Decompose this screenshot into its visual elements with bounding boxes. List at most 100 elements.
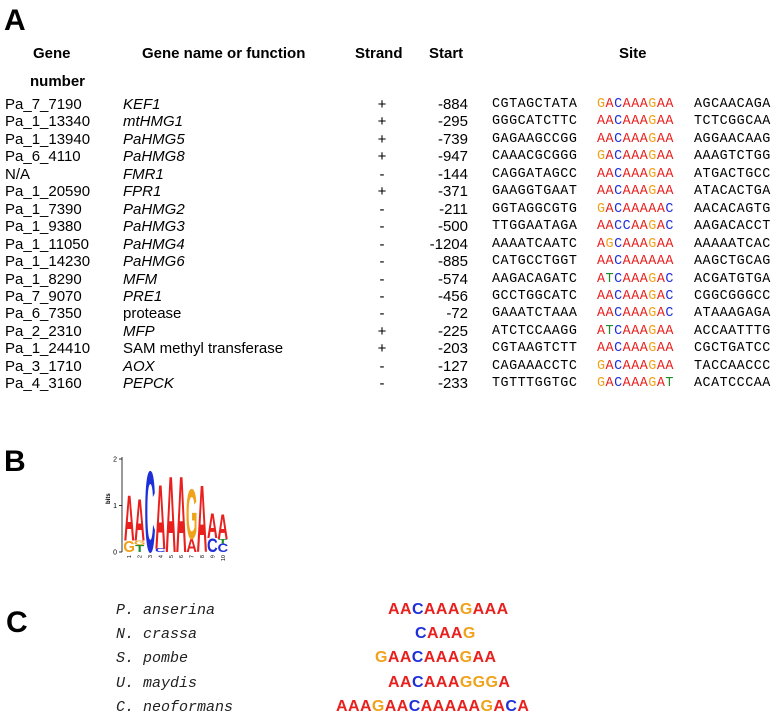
logo-letter-A: A <box>197 467 208 568</box>
logo-letter-A: A <box>124 482 135 554</box>
site-flank-right: CGCTGATCC <box>694 341 771 357</box>
site-base: A <box>639 184 649 200</box>
motif-base: A <box>468 697 481 715</box>
site-base: A <box>656 341 666 357</box>
start-position: -456 <box>437 287 468 305</box>
site-base: A <box>622 306 632 322</box>
site-base: G <box>597 201 606 217</box>
gene-number: Pa_3_1710 <box>5 357 82 375</box>
site-flank-right: AAAAATCAC <box>694 236 771 252</box>
site-base: A <box>605 184 615 200</box>
site-flank-right: AACACAGTG <box>694 201 771 217</box>
motif-base: A <box>435 601 448 618</box>
logo-position-label: 4 <box>158 555 164 558</box>
site-base: A <box>665 358 674 374</box>
site-base: A <box>597 184 606 200</box>
gene-name: MFM <box>123 270 158 288</box>
gene-name: PaHMG6 <box>123 253 185 271</box>
site-base: A <box>656 236 666 252</box>
site-base: C <box>614 149 623 165</box>
site-core: GACAAAAAC <box>597 201 674 218</box>
start-position: -295 <box>437 113 468 131</box>
logo-letter-C: C <box>145 447 156 568</box>
site-base: A <box>622 184 632 200</box>
site-base: G <box>648 341 657 357</box>
site-base: C <box>665 288 674 304</box>
motif-base: C <box>411 673 424 691</box>
site-base: C <box>614 358 623 374</box>
logo-y-tick-label: 1 <box>113 503 117 510</box>
panel-label-a: A <box>4 4 26 37</box>
motif-base: A <box>420 697 433 715</box>
site-base: A <box>631 376 640 392</box>
strand: - <box>379 218 385 236</box>
site-base: A <box>665 114 674 130</box>
motif-base: A <box>496 601 509 618</box>
gene-number: Pa_1_13340 <box>5 113 91 131</box>
logo-letter-A: A <box>155 466 166 568</box>
site-base: A <box>622 236 632 252</box>
motif-base: A <box>399 601 412 618</box>
species-name: U. maydis <box>116 674 198 692</box>
site-flank-right: ACATCCCAA <box>694 376 771 392</box>
site-flank-left: GAGAAGCCGG <box>492 131 578 147</box>
strand: + <box>377 183 387 201</box>
gene-number: Pa_4_3160 <box>5 375 82 393</box>
table-row: Pa_1_9380 PaHMG3- -500 TTGGAATAGA AACCAAGAC A… <box>0 218 784 235</box>
site-base: A <box>639 306 649 322</box>
site-base: A <box>631 323 640 339</box>
site-base: A <box>639 288 649 304</box>
site-base: A <box>656 271 666 287</box>
site-base: A <box>639 166 649 182</box>
motif-base: A <box>444 697 457 715</box>
site-base: G <box>648 376 657 392</box>
strand: - <box>379 200 385 218</box>
site-base: A <box>631 254 640 270</box>
site-flank-right: ATAAAGAGA <box>694 306 771 322</box>
start-position: -127 <box>437 357 468 375</box>
start-position: -144 <box>437 165 468 183</box>
site-flank-left: AAGACAGATC <box>492 271 578 287</box>
start-position: -233 <box>437 375 468 393</box>
start-position: -500 <box>437 218 468 236</box>
logo-position-label: 7 <box>190 555 196 558</box>
motif-base: A <box>447 673 460 691</box>
site-base: C <box>665 201 674 217</box>
site-base: A <box>639 341 649 357</box>
site-core: GACAAAGAA <box>597 96 674 113</box>
motif-base: A <box>435 673 448 691</box>
header-strand: Strand <box>355 45 403 62</box>
site-base: A <box>622 114 632 130</box>
site-base: A <box>622 323 632 339</box>
site-base: C <box>614 114 623 130</box>
site-base: A <box>656 184 666 200</box>
site-base: A <box>631 306 640 322</box>
site-base: A <box>639 254 649 270</box>
gene-number: Pa_1_20590 <box>5 183 91 201</box>
motif-base: A <box>447 601 460 618</box>
motif-base: A <box>435 649 448 667</box>
site-base: C <box>614 131 623 147</box>
motif-base: A <box>432 697 445 715</box>
site-base: A <box>631 271 640 287</box>
motif-base: G <box>459 649 473 667</box>
site-flank-left: ATCTCCAAGG <box>492 323 578 339</box>
species-motif: AACAAAGGGA <box>388 673 510 691</box>
site-core: AACAAAAAA <box>597 253 674 270</box>
site-base: A <box>665 149 674 165</box>
species-name: P. anserina <box>116 602 216 619</box>
site-base: G <box>648 131 657 147</box>
motif-base: A <box>388 601 400 618</box>
site-base: A <box>597 254 606 270</box>
motif-base: A <box>387 649 400 667</box>
site-base: G <box>648 323 657 339</box>
species-name: C. neoformans <box>116 698 234 716</box>
gene-number: Pa_1_24410 <box>5 340 91 358</box>
motif-base: C <box>415 625 427 643</box>
site-base: A <box>605 306 615 322</box>
site-flank-right: TACCAACCC <box>694 358 771 374</box>
site-core: AGCAAAGAA <box>597 236 674 253</box>
site-core: AACAAAGAA <box>597 340 674 357</box>
table-row: Pa_7_9070 PRE1- -456 GCCTGGCATC AACAAAGAC CGG… <box>0 288 784 305</box>
site-base: A <box>622 201 632 217</box>
